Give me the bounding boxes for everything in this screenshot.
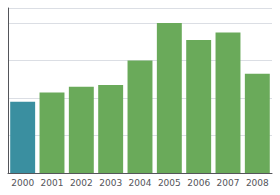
svg-text:2001: 2001: [41, 178, 64, 188]
svg-text:2007: 2007: [217, 178, 240, 188]
svg-text:2004: 2004: [129, 178, 152, 188]
svg-text:2005: 2005: [158, 178, 181, 188]
svg-text:2000: 2000: [11, 178, 34, 188]
svg-text:2008: 2008: [246, 178, 269, 188]
svg-text:2006: 2006: [187, 178, 210, 188]
svg-text:2002: 2002: [70, 178, 93, 188]
svg-text:2003: 2003: [99, 178, 122, 188]
